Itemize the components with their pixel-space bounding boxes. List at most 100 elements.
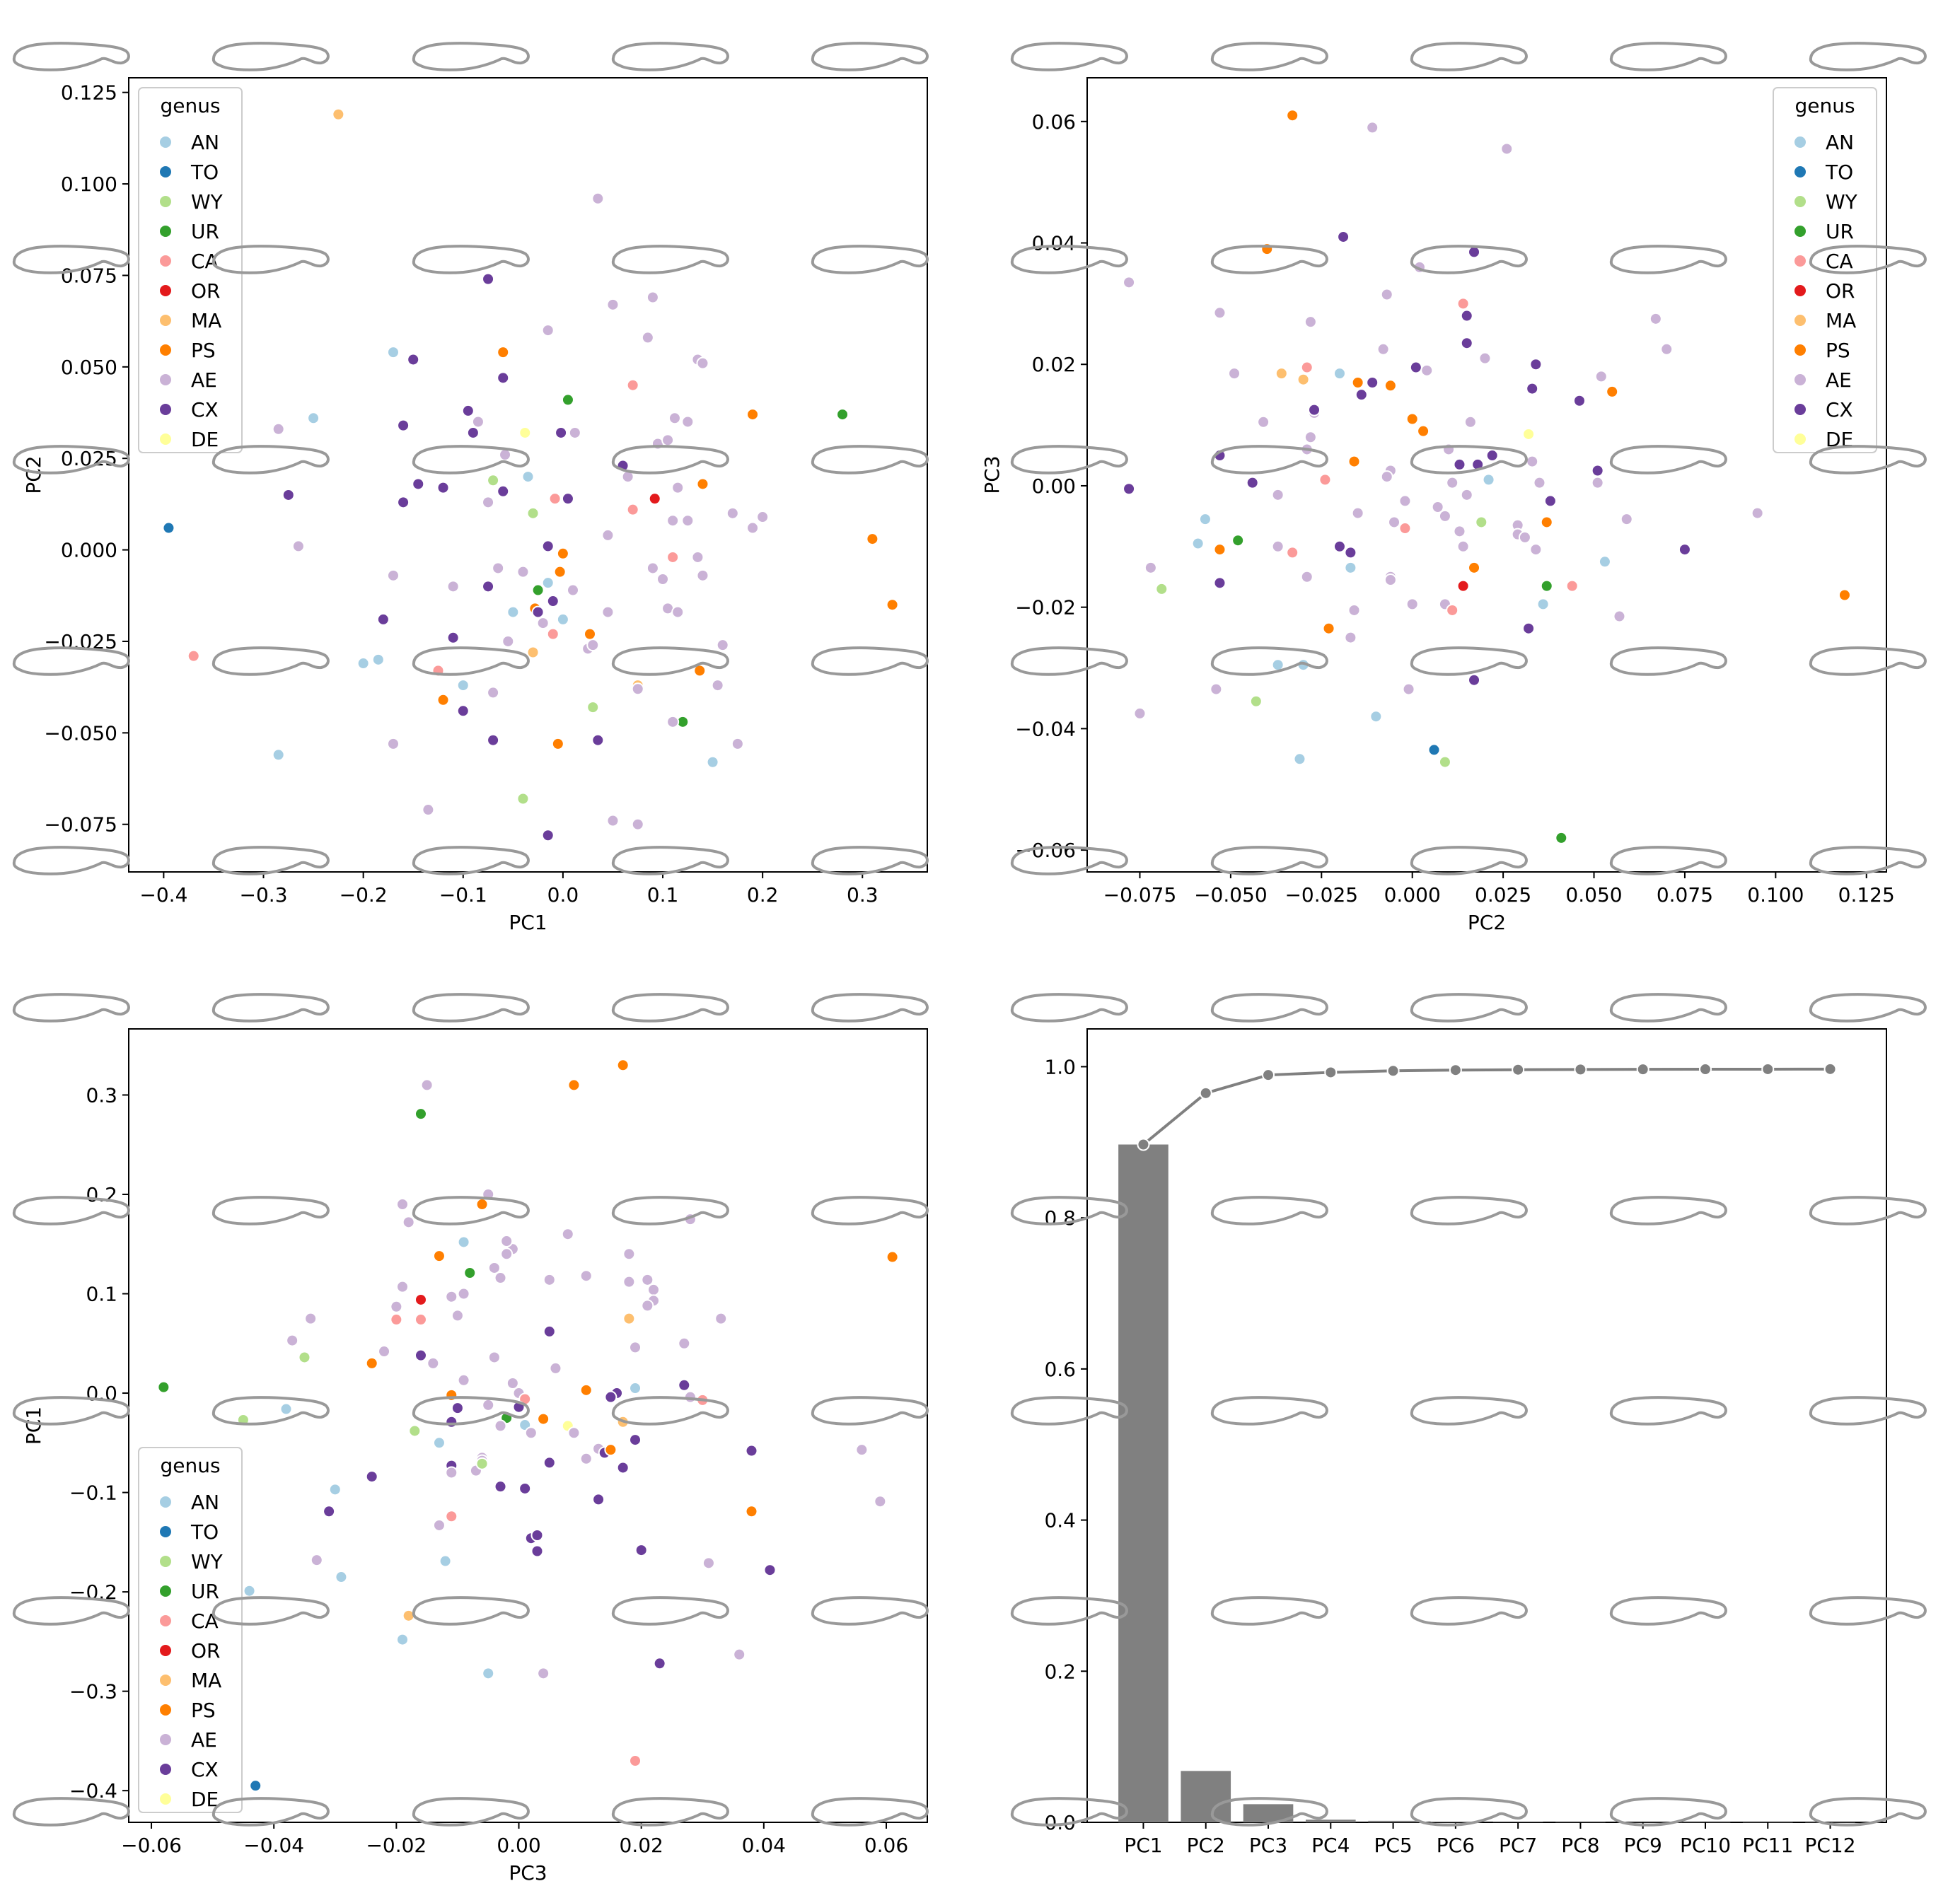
plot-frame <box>128 1028 928 1823</box>
point-AE <box>1304 315 1317 329</box>
y-tick-label: 0.00 <box>1032 474 1076 498</box>
point-AE <box>390 1300 403 1313</box>
point-AE <box>1660 342 1674 356</box>
x-tick-label: 0.0 <box>547 883 579 907</box>
point-CX <box>1123 482 1136 496</box>
point-AE <box>1210 682 1223 696</box>
point-UR <box>414 1107 427 1121</box>
legend-marker-MA <box>1794 315 1806 326</box>
point-AE <box>541 324 555 337</box>
point-AN <box>706 755 719 769</box>
shape-outline <box>811 42 929 71</box>
point-CX <box>1409 361 1422 374</box>
x-tick-label: PC3 <box>1249 1834 1287 1857</box>
legend-label: DE <box>191 1788 219 1811</box>
bar-PC4 <box>1305 1820 1356 1822</box>
cumulative-point <box>1636 1063 1649 1076</box>
y-axis-label: PC3 <box>980 455 1004 494</box>
legend-box <box>138 87 243 453</box>
x-axis-label: PC2 <box>1468 911 1506 934</box>
shape-outline <box>611 1396 729 1426</box>
legend-label: CX <box>1826 398 1853 421</box>
legend-box <box>138 1447 243 1813</box>
y-tick-label: −0.3 <box>69 1680 117 1704</box>
x-tick-label: −0.2 <box>340 883 388 907</box>
shape-outline <box>1410 646 1528 676</box>
x-tick-label: PC8 <box>1561 1834 1599 1857</box>
point-WY <box>1155 582 1169 595</box>
point-PS <box>1838 588 1851 602</box>
point-MA <box>1297 373 1310 386</box>
point-WY <box>586 701 600 714</box>
legend-label: UR <box>191 220 219 243</box>
point-PS <box>745 1505 758 1518</box>
point-AE <box>568 426 581 439</box>
legend-label: MA <box>191 309 221 332</box>
point-TO <box>1427 743 1441 757</box>
shape-outline <box>811 1396 929 1426</box>
x-tick-label: −0.02 <box>366 1834 427 1857</box>
point-CX <box>412 477 425 491</box>
point-CA <box>626 503 639 516</box>
plot-frame <box>128 77 928 873</box>
point-PS <box>604 1443 617 1457</box>
point-AE <box>733 1648 746 1661</box>
point-WY <box>298 1351 311 1364</box>
point-WY <box>1438 755 1451 769</box>
legend-marker-CA <box>160 255 171 267</box>
shape-outline <box>1809 1196 1927 1225</box>
shape-outline <box>1410 993 1528 1023</box>
shape-outline <box>412 42 530 71</box>
x-tick-label: 0.100 <box>1747 883 1804 907</box>
shape-outline <box>1010 42 1128 71</box>
plot-frame <box>1086 77 1887 873</box>
y-axis-label: PC2 <box>22 455 45 494</box>
bar-PC8 <box>1555 1822 1606 1823</box>
legend-label: OR <box>1826 279 1855 303</box>
point-AE <box>631 682 644 696</box>
point-AE <box>641 331 654 344</box>
x-tick-label: 0.075 <box>1657 883 1713 907</box>
point-CX <box>1485 449 1499 462</box>
x-tick-label: PC6 <box>1437 1834 1475 1857</box>
y-tick-label: 0.6 <box>1044 1358 1076 1381</box>
point-AN <box>386 346 400 359</box>
point-AE <box>1500 142 1514 156</box>
point-PS <box>537 1412 550 1426</box>
shape-outline <box>811 1797 929 1827</box>
point-TO <box>162 521 175 535</box>
point-CX <box>1246 476 1259 489</box>
legend-label: AN <box>191 131 219 154</box>
point-PS <box>583 627 596 641</box>
point-PS <box>567 1078 581 1092</box>
shape-outline <box>611 445 729 474</box>
legend-label: AE <box>1826 368 1852 392</box>
point-CA <box>1446 603 1459 617</box>
shape-outline <box>811 245 929 274</box>
point-CA <box>445 1510 458 1523</box>
shape-outline <box>1609 245 1727 274</box>
point-AE <box>756 511 770 524</box>
x-tick-label: PC1 <box>1124 1834 1162 1857</box>
point-AE <box>1446 476 1459 489</box>
shape-outline <box>611 1196 729 1225</box>
x-tick-label: 0.1 <box>647 883 679 907</box>
shape-outline <box>1410 1596 1528 1626</box>
point-WY <box>516 792 530 805</box>
x-tick-label: −0.3 <box>240 883 288 907</box>
point-PS <box>866 532 879 546</box>
point-CX <box>634 1544 648 1557</box>
x-tick-label: PC10 <box>1680 1834 1731 1857</box>
legend-marker-AE <box>1794 374 1806 385</box>
point-CX <box>323 1505 336 1518</box>
legend-marker-TO <box>1794 166 1806 177</box>
point-AE <box>1594 370 1608 383</box>
legend-title: genus <box>160 1454 220 1477</box>
legend-marker-CA <box>160 1615 171 1626</box>
legend-label: UR <box>1826 220 1854 243</box>
point-CX <box>466 426 480 439</box>
y-tick-label: 1.0 <box>1044 1055 1076 1078</box>
legend-title: genus <box>160 94 220 117</box>
point-AE <box>1405 598 1419 611</box>
